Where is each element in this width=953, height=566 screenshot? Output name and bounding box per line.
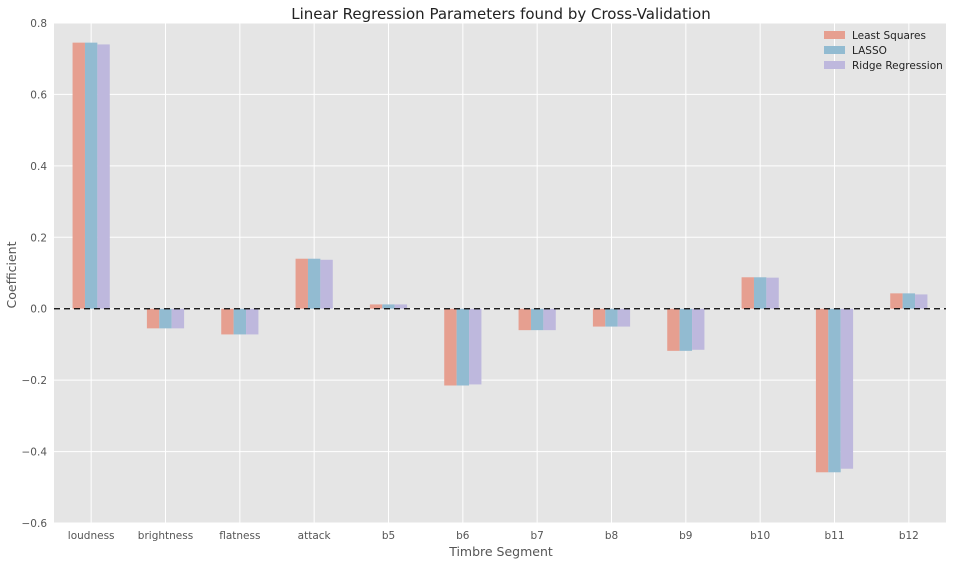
y-tick-label: −0.6: [22, 518, 48, 530]
bar-least-squares-b9: [667, 308, 680, 351]
bar-lasso-b11: [828, 308, 841, 473]
y-tick-label: 0.0: [30, 304, 47, 316]
x-tick-label: attack: [298, 530, 332, 542]
bar-ridge-regression-b8: [617, 308, 631, 327]
bar-least-squares-b6: [444, 308, 457, 386]
bar-ridge-regression-b7: [543, 308, 556, 331]
legend-label: LASSO: [852, 45, 887, 57]
bar-least-squares-b12: [890, 293, 903, 309]
bar-least-squares-loudness: [72, 42, 85, 309]
x-axis-ticks: loudness brightness flatness attack b5 b6 b7 b8…: [68, 530, 919, 542]
y-tick-label: 0.8: [30, 18, 47, 30]
legend-swatch: [824, 46, 845, 54]
x-tick-label: b10: [750, 530, 770, 542]
x-tick-label: b9: [679, 530, 692, 542]
bar-least-squares-b10: [741, 277, 754, 309]
bar-lasso-b5: [382, 304, 395, 309]
y-tick-label: −0.4: [22, 447, 48, 459]
bars: [72, 42, 928, 473]
legend-swatch: [824, 31, 845, 39]
bar-lasso-b7: [530, 308, 544, 331]
bar-lasso-b9: [679, 308, 693, 351]
x-tick-label: b6: [456, 530, 470, 542]
x-tick-label: b5: [382, 530, 395, 542]
plot-area: [54, 23, 946, 523]
bar-lasso-b12: [902, 293, 916, 309]
bar-least-squares-brightness: [146, 308, 160, 329]
x-tick-label: brightness: [138, 530, 193, 542]
y-axis-label: Coefficient: [4, 241, 19, 308]
y-tick-label: 0.4: [30, 161, 47, 173]
bar-lasso-b8: [605, 308, 618, 327]
bar-lasso-b6: [456, 308, 470, 386]
legend-label: Ridge Regression: [852, 60, 943, 72]
bar-ridge-regression-b9: [692, 308, 705, 350]
x-axis-label: Timbre Segment: [448, 544, 553, 559]
bar-ridge-regression-b5: [394, 304, 408, 309]
x-tick-label: flatness: [219, 530, 260, 542]
bar-least-squares-b8: [592, 308, 606, 327]
bar-lasso-loudness: [84, 42, 98, 309]
bar-ridge-regression-attack: [320, 259, 333, 309]
bar-least-squares-b11: [815, 308, 829, 473]
x-tick-label: b11: [824, 530, 844, 542]
x-tick-label: loudness: [68, 530, 115, 542]
x-tick-label: b7: [530, 530, 543, 542]
bar-lasso-attack: [307, 258, 321, 309]
grid-lines: [54, 22, 946, 524]
y-axis-ticks: −0.6 −0.4 −0.2 0.0 0.2 0.4 0.6 0.8: [22, 18, 48, 530]
bar-ridge-regression-b10: [766, 277, 779, 309]
y-tick-label: 0.2: [30, 232, 47, 244]
bar-ridge-regression-flatness: [246, 308, 259, 335]
bar-least-squares-attack: [295, 258, 308, 309]
bar-lasso-brightness: [159, 308, 172, 329]
bar-ridge-regression-b6: [469, 308, 482, 385]
bar-lasso-b10: [753, 277, 767, 309]
bar-ridge-regression-b11: [840, 308, 854, 469]
x-tick-label: b8: [605, 530, 618, 542]
bar-ridge-regression-loudness: [97, 44, 110, 309]
legend: Least Squares LASSO Ridge Regression: [824, 30, 943, 72]
bar-least-squares-b7: [518, 308, 531, 331]
x-tick-label: b12: [899, 530, 919, 542]
bar-ridge-regression-b12: [915, 294, 928, 309]
legend-label: Least Squares: [852, 30, 926, 42]
y-tick-label: 0.6: [30, 89, 47, 101]
bar-ridge-regression-brightness: [171, 308, 185, 329]
chart-title: Linear Regression Parameters found by Cr…: [291, 5, 710, 23]
bar-least-squares-flatness: [221, 308, 234, 335]
bar-least-squares-b5: [369, 304, 383, 309]
bar-lasso-flatness: [233, 308, 247, 335]
y-tick-label: −0.2: [22, 375, 48, 387]
legend-swatch: [824, 61, 845, 69]
